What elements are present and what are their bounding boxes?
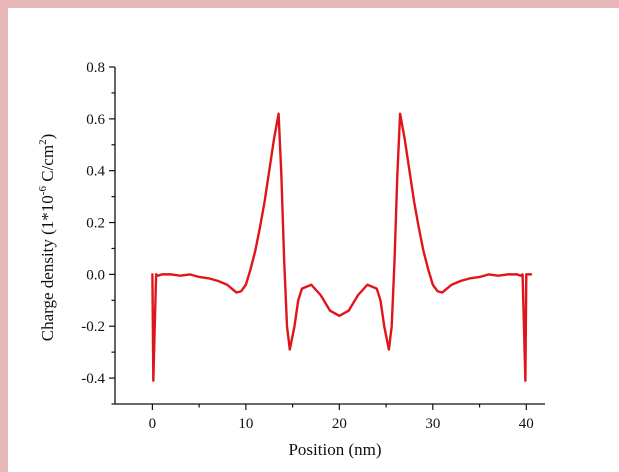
y-tick-label: 0.4 — [86, 164, 105, 180]
y-tick-label: -0.2 — [81, 319, 105, 335]
chart-frame: 0 10 20 30 40 -0.4 -0.2 0.0 0.2 0.4 0.6 0.8 Position… — [8, 8, 619, 472]
x-tick-label: 20 — [332, 416, 347, 432]
chart: 0 10 20 30 40 -0.4 -0.2 0.0 0.2 0.4 0.6 0.8 Position… — [37, 60, 545, 459]
series-line — [151, 112, 533, 382]
y-tick-label: 0.2 — [86, 216, 105, 232]
y-tick-label: 0.8 — [86, 60, 105, 76]
x-tick-label: 10 — [238, 416, 253, 432]
x-tick-label: 0 — [149, 416, 157, 432]
y-axis-title: Charge density (1*10-6 C/cm2) — [37, 134, 57, 342]
y-tick-label: -0.4 — [81, 371, 105, 387]
x-axis-title: Position (nm) — [288, 440, 381, 459]
y-tick-label: 0.0 — [86, 267, 105, 283]
x-tick-label: 40 — [519, 416, 534, 432]
y-tick-label: 0.6 — [86, 112, 105, 128]
x-tick-label: 30 — [425, 416, 440, 432]
